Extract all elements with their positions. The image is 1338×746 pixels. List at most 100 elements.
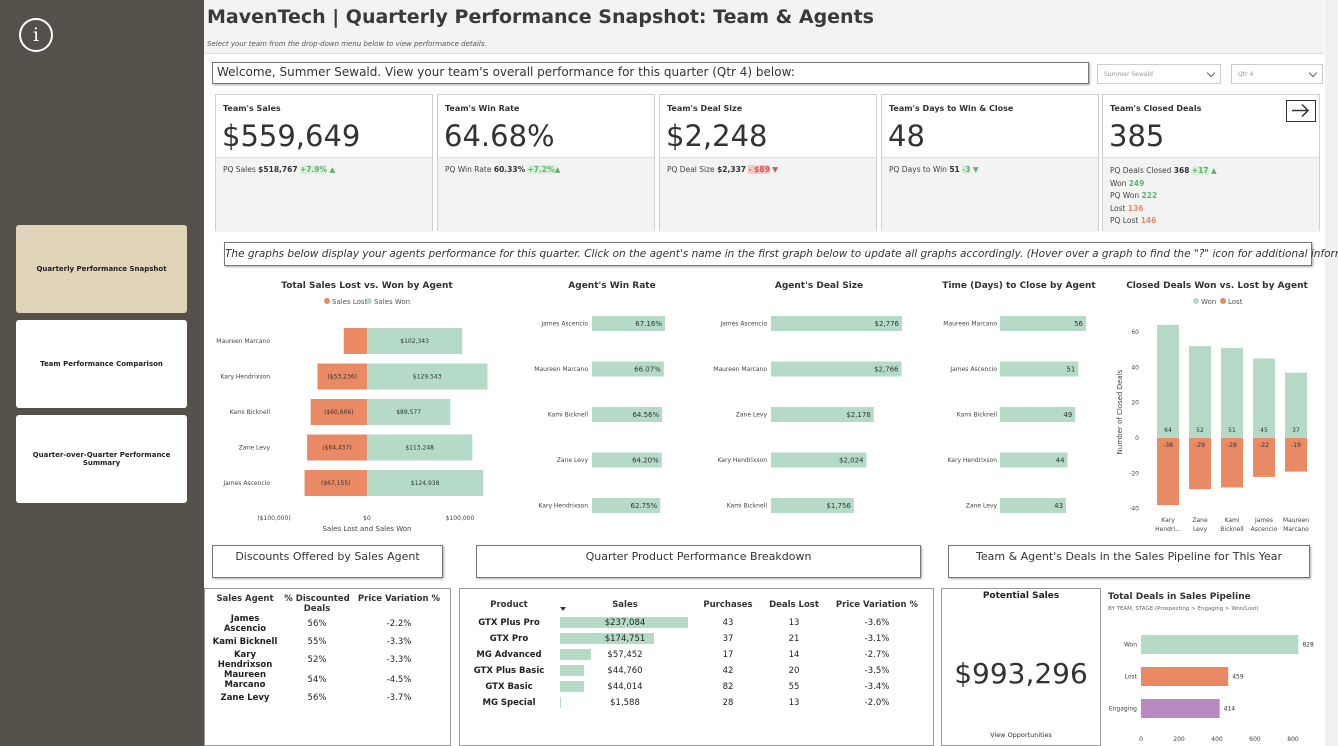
nav-label: Quarterly Performance Snapshot [36,265,167,273]
axis-label: Zane Levy [736,412,768,419]
data-label: ($53,236) [327,374,357,381]
header-bar [204,0,1324,54]
bar-lost [307,434,367,461]
axis-label: Maureen Marcano [943,321,997,328]
tick-label: Bicknell [1220,526,1244,533]
value-cell: -3.7% [386,693,412,703]
data-label: 37 [1292,427,1300,434]
bar-won [1157,324,1179,438]
nav-quarterly-snapshot[interactable]: Quarterly Performance Snapshot [16,225,187,313]
data-label: 51 [1228,427,1236,434]
quarter-dropdown[interactable]: Qtr 4 [1231,64,1323,84]
axis-label: Maureen Marcano [216,338,270,345]
axis-label: Kami Bicknell [548,412,589,419]
col-header[interactable]: Product [490,600,528,610]
agent-cell: Kary Hendrixson [217,650,273,670]
page-subtitle: Select your team from the drop-down menu… [207,40,487,48]
product-cell: GTX Basic [485,682,533,692]
bar [771,316,902,331]
bar [1000,316,1086,331]
bar [1141,667,1229,686]
bar-lost [310,399,367,425]
sales-value: $174,751 [604,634,646,644]
nav-team-comparison[interactable]: Team Performance Comparison [16,320,187,408]
legend-dot [324,298,330,304]
axis-label: Lost [1125,674,1138,681]
table-row: Kami Bicknell 55% -3.3% [209,634,445,650]
tick-label: 200 [1173,736,1185,743]
data-label: ($64,437) [322,445,352,452]
bar [1000,361,1079,377]
tick-label: Kami [1224,517,1239,524]
tick-label: $0 [363,515,371,522]
variation-cell: -3.6% [864,618,890,628]
axis-label: Kami Bicknell [230,409,271,416]
data-label: 62.75% [631,502,658,510]
product-cell: GTX Plus Pro [478,618,540,628]
data-label: $1,756 [826,502,851,510]
bar [592,316,665,331]
axis-label: Won [1124,642,1137,649]
sales-cell: $174,751 [558,631,692,647]
axis-label: Kary Hendrixson [220,374,270,381]
data-label: -22 [1259,442,1269,449]
sort-desc-icon[interactable] [560,607,568,613]
tick-label: -20 [1129,470,1139,477]
bar-lost [317,363,367,390]
purchases-cell: 82 [722,682,734,692]
chart-title: Agent's Win Rate [568,281,655,291]
variation-cell: -2.7% [864,650,890,660]
bar-lost [343,328,367,354]
tick-label: Maureen [1283,517,1309,524]
axis-label: Maureen Marcano [713,366,767,373]
data-label: 56 [1074,320,1083,328]
data-label: 45 [1260,427,1268,434]
kpi-value: $559,649 [222,119,361,153]
sales-bar [560,681,584,692]
col-header[interactable]: Deals Lost [769,600,819,610]
bar-won [1221,347,1243,438]
value-cell: 56% [307,619,327,629]
sales-cell: $1,588 [558,695,692,711]
lost-cell: 13 [788,698,800,708]
axis-label: Maureen Marcano [534,366,588,373]
discount-table: Sales Agent % Discounted Deals Price Var… [209,594,445,706]
col-header[interactable]: Sales Agent [216,594,274,604]
table-row: GTX Basic $44,014 82 55 -3.4% [460,679,930,695]
agent-cell: Kami Bicknell [212,637,278,647]
col-header[interactable]: Price Variation % [835,600,919,610]
nav-label: Team Performance Comparison [40,360,163,368]
instructions-banner: The graphs below display your agents per… [224,242,1338,266]
bar-won [1253,358,1275,438]
kpi-pq: PQ Sales $518,767 +7.9% ▲ [223,165,336,174]
col-header[interactable]: Purchases [703,600,753,610]
agent-cell: Maureen Marcano [223,670,267,690]
lost-cell: 20 [788,666,800,676]
product-panel: Product Sales Purchases Deals Lost Price… [459,588,934,746]
kpi-pq: PQ Win Rate 60.33% +7.2%▲ [445,165,561,174]
axis-label: James Ascencio [540,321,588,328]
tick-label: Levy [1193,526,1207,533]
view-opportunities-link[interactable]: View Opportunities [990,731,1052,739]
nav-label: Quarter-over-Quarter Performance Summary [32,451,171,467]
product-cell: GTX Pro [489,634,529,644]
manager-dropdown[interactable]: Summer Sewald [1097,64,1221,84]
product-cell: GTX Plus Basic [473,666,545,676]
quarter-value: Qtr 4 [1238,71,1254,78]
sales-value: $237,084 [604,618,646,628]
bar [1141,699,1220,718]
arrow-right-icon[interactable] [1286,100,1316,122]
tick-label: Kary [1161,517,1175,524]
nav-qoq-summary[interactable]: Quarter-over-Quarter Performance Summary [16,415,187,503]
col-header[interactable]: Sales [612,600,638,610]
sales-cell: $237,084 [558,615,692,631]
axis-label: Zane Levy [557,457,589,464]
data-label: $129,543 [413,374,442,381]
bar [1141,635,1299,654]
col-header[interactable]: Price Variation % [357,594,441,604]
axis-label: Kami Bicknell [727,503,768,510]
legend-label: Lost [1228,298,1243,306]
col-header[interactable]: % Discounted Deals [284,594,350,614]
info-icon[interactable]: i [19,18,53,52]
data-label: -38 [1163,442,1173,449]
